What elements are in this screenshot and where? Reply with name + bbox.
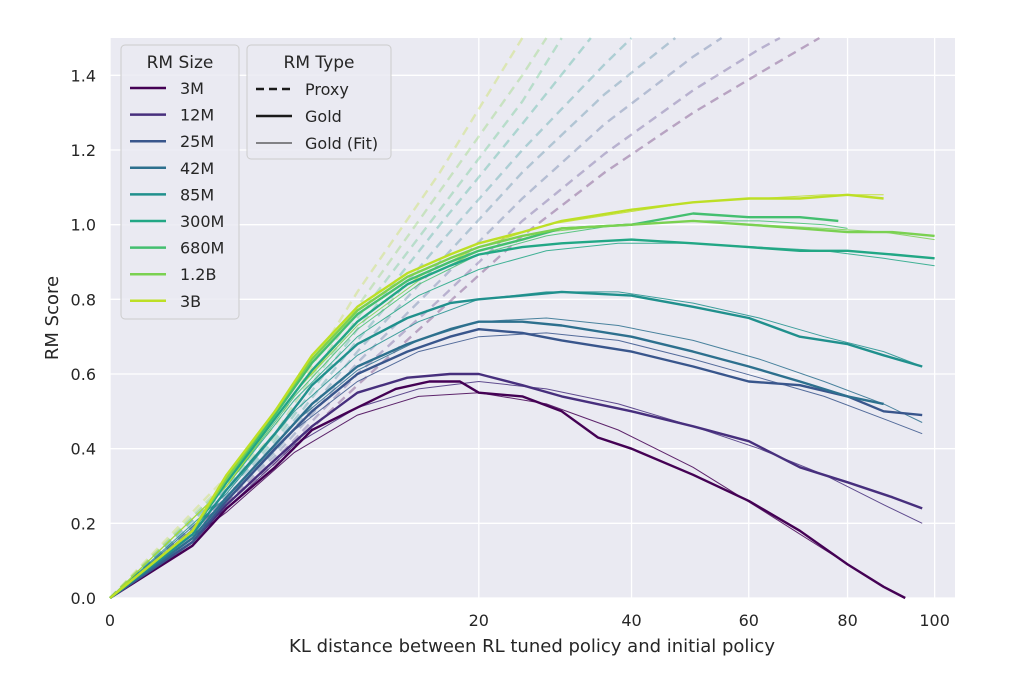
legend-size-label-25m: 25M bbox=[180, 132, 214, 151]
y-tick-6: 1.2 bbox=[71, 141, 96, 160]
legend-rm-type: RM Type Proxy Gold Gold (Fit) bbox=[246, 44, 392, 160]
y-tick-7: 1.4 bbox=[71, 66, 96, 85]
gold-line-12m bbox=[109, 372, 923, 599]
legend-size-label-42m: 42M bbox=[180, 159, 214, 178]
legend-size-label-300m: 300M bbox=[180, 212, 224, 231]
gold-line-300m bbox=[109, 238, 935, 599]
x-axis-label: KL distance between RL tuned policy and … bbox=[289, 636, 775, 657]
legend-size-label-3m: 3M bbox=[180, 79, 204, 98]
y-tick-1: 0.2 bbox=[71, 514, 96, 533]
tick-labels: 0.0 0.2 0.4 0.6 0.8 1.0 1.2 1.4 0 20 40 60 80 100 bbox=[71, 66, 950, 630]
legend-type-gold-label: Gold bbox=[305, 107, 342, 126]
proxy-line-25m bbox=[109, 36, 723, 599]
x-tick-2: 40 bbox=[621, 611, 641, 630]
x-tick-0: 0 bbox=[105, 611, 115, 630]
fit-line-680m bbox=[109, 220, 848, 599]
y-axis-label: RM Score bbox=[42, 276, 63, 360]
fit-line-85m bbox=[109, 291, 923, 599]
legend-type-fit-label: Gold (Fit) bbox=[305, 134, 378, 153]
fit-line-3m bbox=[109, 392, 906, 599]
y-tick-5: 1.0 bbox=[71, 216, 96, 235]
x-tick-5: 100 bbox=[919, 611, 950, 630]
legend-size-label-85m: 85M bbox=[180, 185, 214, 204]
proxy-line-12m bbox=[109, 36, 781, 599]
x-tick-4: 80 bbox=[837, 611, 857, 630]
gold-line-3m bbox=[109, 380, 906, 600]
legend-size-label-12m: 12M bbox=[180, 106, 214, 125]
proxy-line-680m bbox=[109, 37, 563, 599]
legend-size-label-680m: 680M bbox=[180, 239, 224, 258]
legend-size-label-1-2b: 1.2B bbox=[180, 265, 216, 284]
legend-type-proxy-label: Proxy bbox=[305, 80, 349, 99]
y-tick-0: 0.0 bbox=[71, 589, 96, 608]
legend-size-title: RM Size bbox=[147, 53, 214, 73]
gold-line-85m bbox=[109, 290, 923, 599]
x-tick-3: 60 bbox=[739, 611, 759, 630]
legend-type-title: RM Type bbox=[284, 53, 355, 73]
proxy-line-1-2b bbox=[109, 37, 548, 599]
gold-lines bbox=[109, 193, 935, 600]
legend-size-label-3b: 3B bbox=[180, 292, 201, 311]
gold-line-25m bbox=[109, 328, 923, 599]
legend-type-box bbox=[246, 44, 392, 160]
proxy-line-300m bbox=[109, 37, 592, 599]
gold-line-42m bbox=[109, 320, 884, 599]
legend-rm-size: RM Size 3M 12M 25M 42M 85M 300M 680M 1.2B 3B bbox=[120, 44, 240, 320]
y-tick-4: 0.8 bbox=[71, 290, 96, 309]
gold-line-3b bbox=[109, 193, 884, 599]
y-tick-2: 0.4 bbox=[71, 440, 96, 459]
x-tick-1: 20 bbox=[469, 611, 489, 630]
y-tick-3: 0.6 bbox=[71, 365, 96, 384]
